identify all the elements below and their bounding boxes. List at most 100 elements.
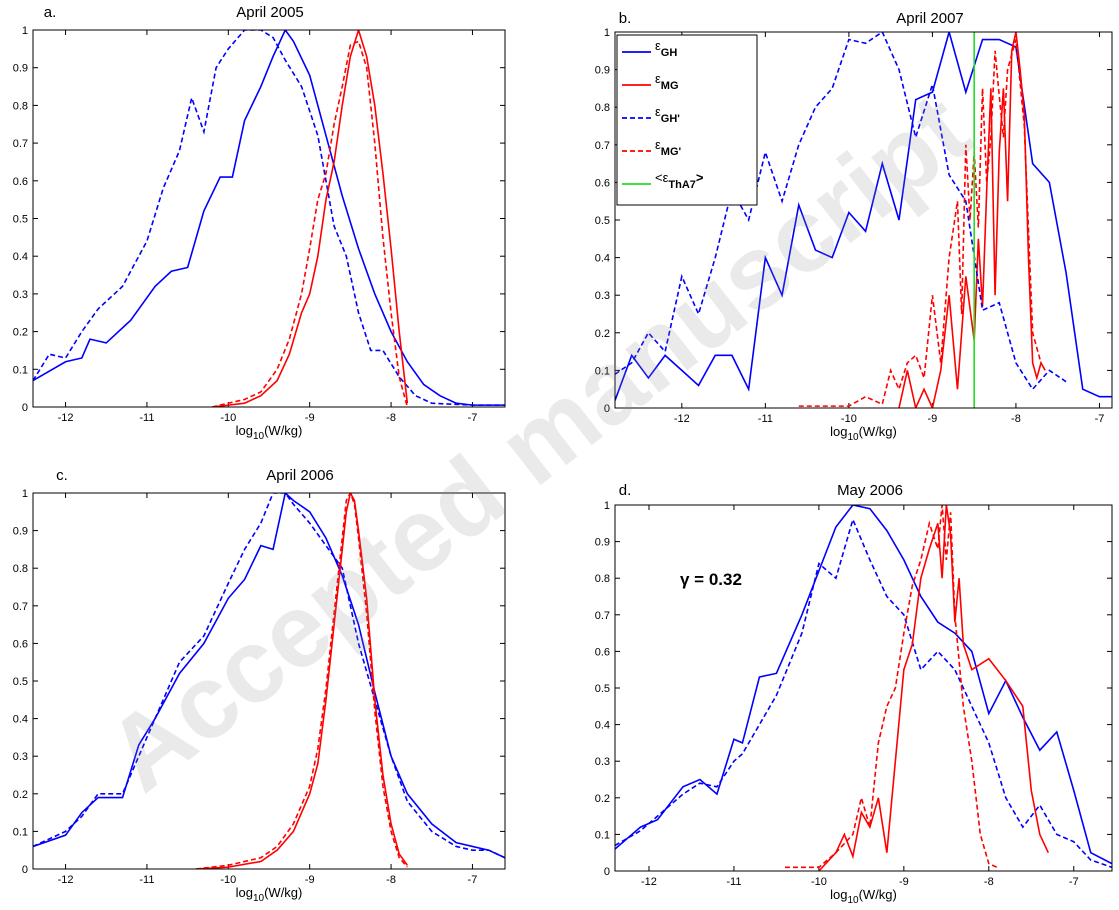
y-tick-label: 0.2 xyxy=(13,327,28,339)
y-tick-label: 0.4 xyxy=(595,253,610,265)
x-axis-label-part: 10 xyxy=(253,893,265,904)
x-axis-label-part: log xyxy=(236,423,253,438)
x-tick-label: -9 xyxy=(928,413,938,425)
y-tick-label: 0.9 xyxy=(13,526,28,538)
y-tick-label: 0.8 xyxy=(13,100,28,112)
x-tick-label: -8 xyxy=(1011,413,1021,425)
x-tick-label: -10 xyxy=(220,874,236,886)
y-tick-label: 0.9 xyxy=(595,537,610,549)
panel-label: d. xyxy=(619,482,632,499)
legend-name-sub: ThA7 xyxy=(668,179,696,191)
y-tick-label: 0.6 xyxy=(13,176,28,188)
y-tick-label: 0 xyxy=(22,864,28,876)
data-line xyxy=(195,493,408,869)
data-line xyxy=(211,30,409,407)
data-line xyxy=(818,505,1050,871)
y-tick-label: 0.8 xyxy=(595,573,610,585)
x-tick-label: -8 xyxy=(386,412,396,424)
y-tick-label: 0.6 xyxy=(595,646,610,658)
y-tick-label: 0.7 xyxy=(595,140,610,152)
legend-name: ε xyxy=(655,137,661,152)
y-tick-label: 0.5 xyxy=(13,214,28,226)
y-tick-label: 0.5 xyxy=(13,676,28,688)
x-tick-label: -9 xyxy=(899,876,909,888)
y-tick-label: 0.8 xyxy=(595,102,610,114)
data-line xyxy=(195,493,408,869)
x-tick-label: -7 xyxy=(1069,876,1079,888)
x-tick-label: -12 xyxy=(674,413,690,425)
y-tick-label: 0.7 xyxy=(13,138,28,150)
data-line xyxy=(615,505,1112,865)
chart-title: April 2006 xyxy=(266,467,334,484)
panel: 0 0.1 0.2 0.3 0.4 0.5 0.6 0.7 0.8 0.9 1 -12 -11 -10 -9… xyxy=(595,482,1113,906)
y-tick-label: 1 xyxy=(604,500,610,512)
data-line xyxy=(211,40,409,407)
data-line xyxy=(33,493,505,859)
x-tick-label: -11 xyxy=(758,413,773,425)
x-tick-label: -7 xyxy=(1095,413,1105,425)
annotation: γ = 0.32 xyxy=(680,570,742,589)
x-tick-label: -11 xyxy=(726,876,741,888)
axis-box xyxy=(32,29,506,408)
y-tick-label: 0.6 xyxy=(595,177,610,189)
axis-box xyxy=(614,504,1113,872)
panel-label: b. xyxy=(619,10,632,27)
x-axis-label-part: 10 xyxy=(847,432,859,443)
legend-label: εMG xyxy=(655,71,679,92)
data-line xyxy=(33,30,505,406)
legend-label: εGH xyxy=(655,38,677,59)
legend-label: <εThA7> xyxy=(655,170,704,191)
data-line xyxy=(615,32,1112,401)
legend-label: εGH' xyxy=(655,104,680,125)
y-tick-label: 0.1 xyxy=(595,829,610,841)
y-tick-label: 0 xyxy=(604,403,610,415)
x-tick-label: -9 xyxy=(305,412,315,424)
plot-area xyxy=(615,505,1112,871)
x-axis-label-part: log xyxy=(830,424,847,439)
plot-area xyxy=(33,493,505,869)
series-group xyxy=(33,30,505,407)
legend-name: ε xyxy=(655,71,661,86)
x-tick-label: -10 xyxy=(220,412,236,424)
y-tick-label: 0.3 xyxy=(595,756,610,768)
x-tick-label: -10 xyxy=(841,413,857,425)
x-tick-label: -12 xyxy=(641,876,657,888)
x-tick-label: -10 xyxy=(811,876,827,888)
x-tick-label: -12 xyxy=(58,412,74,424)
y-tick-label: 0.2 xyxy=(595,328,610,340)
axis-box xyxy=(614,31,1113,409)
legend-name: ε xyxy=(655,38,661,53)
legend-name: ε xyxy=(655,104,661,119)
x-tick-label: -7 xyxy=(468,874,478,886)
panel: 0 0.1 0.2 0.3 0.4 0.5 0.6 0.7 0.8 0.9 1 -12 -11 -10 -9… xyxy=(595,10,1113,443)
plot-area xyxy=(33,30,505,407)
y-tick-label: 0.7 xyxy=(13,601,28,613)
y-tick-label: 0.2 xyxy=(595,793,610,805)
y-tick-label: 0.9 xyxy=(595,65,610,77)
legend-name-sub: MG' xyxy=(661,146,682,158)
y-tick-label: 0.1 xyxy=(595,365,610,377)
x-tick-label: -8 xyxy=(984,876,994,888)
data-line xyxy=(615,517,1112,869)
y-tick-label: 0 xyxy=(604,866,610,878)
x-tick-label: -11 xyxy=(139,874,154,886)
x-axis-label-part: (W/kg) xyxy=(264,885,302,900)
y-tick-label: 0.3 xyxy=(13,751,28,763)
y-tick-label: 1 xyxy=(22,25,28,37)
x-axis-label: log10(W/kg) xyxy=(236,885,303,904)
y-tick-label: 0.3 xyxy=(13,289,28,301)
series-group xyxy=(615,505,1112,871)
y-tick-label: 0.4 xyxy=(13,714,28,726)
legend-name-end: > xyxy=(696,170,704,185)
data-line xyxy=(798,39,1042,407)
y-tick-label: 0.4 xyxy=(595,720,610,732)
y-tick-label: 0.9 xyxy=(13,63,28,75)
x-axis-label-part: (W/kg) xyxy=(264,423,302,438)
data-line xyxy=(784,505,998,869)
x-axis-label: log10(W/kg) xyxy=(236,423,303,442)
x-axis-label-part: 10 xyxy=(253,431,265,442)
panel: 0 0.1 0.2 0.3 0.4 0.5 0.6 0.7 0.8 0.9 1 -12 -11 -10 -9… xyxy=(13,4,506,442)
chart-title: May 2006 xyxy=(837,482,903,499)
y-tick-label: 0.4 xyxy=(13,251,28,263)
y-tick-label: 0.1 xyxy=(13,364,28,376)
